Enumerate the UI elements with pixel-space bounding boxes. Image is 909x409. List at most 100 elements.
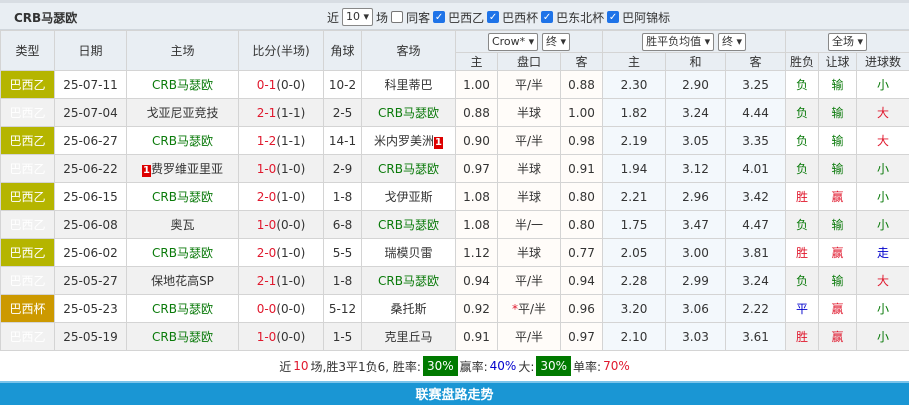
home-team-name[interactable]: CRB马瑟欧 [152,190,213,204]
table-row[interactable]: 巴西乙 25-06-02 CRB马瑟欧 2-0(1-0) 5-5 瑞模贝雷 1.… [1,239,909,267]
score-cell[interactable]: 2-1(1-1) [239,99,324,127]
full-score: 0-0 [257,302,277,316]
league-type[interactable]: 巴西乙 [1,99,55,127]
league-type[interactable]: 巴西乙 [1,183,55,211]
table-row[interactable]: 巴西杯 25-05-23 CRB马瑟欧 0-0(0-0) 5-12 桑托斯 0.… [1,295,909,323]
company-select[interactable]: Crow* ▾ [488,33,538,51]
match-date: 25-06-08 [55,211,127,239]
score-cell[interactable]: 1-2(1-1) [239,127,324,155]
table-row[interactable]: 巴西乙 25-06-27 CRB马瑟欧 1-2(1-1) 14-1 米内罗美洲1… [1,127,909,155]
home-team-name[interactable]: 保地花高SP [151,274,214,288]
league-type[interactable]: 巴西乙 [1,127,55,155]
away-team-name[interactable]: CRB马瑟欧 [378,162,439,176]
table-row[interactable]: 巴西乙 25-05-19 CRB马瑟欧 1-0(0-0) 1-5 克里丘马 0.… [1,323,909,351]
half-score: (1-1) [276,106,305,120]
home-team-name[interactable]: CRB马瑟欧 [152,330,213,344]
hc-line: 平/半 [498,323,561,351]
odds-header: 胜平负均值 ▾ 终 ▾ [603,31,786,53]
away-team-cell: 戈伊亚斯 [362,183,456,211]
handicap-term-select[interactable]: 终 ▾ [542,33,570,51]
ox-away-odds: 3.61 [726,323,786,351]
odds-term-select[interactable]: 终 ▾ [718,33,746,51]
table-row[interactable]: 巴西乙 25-05-27 保地花高SP 2-1(1-0) 1-8 CRB马瑟欧 … [1,267,909,295]
home-team-name[interactable]: 戈亚尼亚竞技 [146,106,218,120]
ox-away-odds: 3.25 [726,71,786,99]
home-team-name[interactable]: CRB马瑟欧 [152,134,213,148]
league-type[interactable]: 巴西乙 [1,323,55,351]
ox-away-odds: 3.35 [726,127,786,155]
score-cell[interactable]: 1-0(0-0) [239,323,324,351]
home-team-name[interactable]: 奥瓦 [170,218,194,232]
ox-draw-odds: 3.24 [666,99,726,127]
league-trend-bar[interactable]: 联赛盘路走势 [0,381,909,405]
league-checkbox-3[interactable]: ✓ [607,11,619,23]
ox-home-odds: 1.94 [603,155,666,183]
filters: 近 10 ▾ 场 同客 ✓巴西乙 ✓巴西杯 ✓巴东北杯 ✓巴阿锦标 [327,8,670,26]
summary-text: 赢率: [460,358,488,375]
score-cell[interactable]: 1-0(0-0) [239,211,324,239]
away-team-cell: CRB马瑟欧 [362,211,456,239]
range-select[interactable]: 全场 ▾ [828,33,867,51]
corner-score: 14-1 [324,127,362,155]
away-team-name[interactable]: CRB马瑟欧 [378,218,439,232]
league-checkbox-2[interactable]: ✓ [541,11,553,23]
ox-home-odds: 1.75 [603,211,666,239]
score-cell[interactable]: 2-0(1-0) [239,239,324,267]
score-cell[interactable]: 2-1(1-0) [239,267,324,295]
home-team-name[interactable]: CRB马瑟欧 [152,302,213,316]
ox-draw-odds: 3.47 [666,211,726,239]
same-venue-checkbox[interactable] [391,11,403,23]
hc-home-odds: 0.97 [456,155,498,183]
ox-home-odds: 2.21 [603,183,666,211]
league-type[interactable]: 巴西乙 [1,211,55,239]
score-cell[interactable]: 0-0(0-0) [239,295,324,323]
away-team-name[interactable]: CRB马瑟欧 [378,106,439,120]
col-ox-away: 客 [726,53,786,71]
league-checkbox-1[interactable]: ✓ [487,11,499,23]
table-row[interactable]: 巴西乙 25-07-11 CRB马瑟欧 0-1(0-0) 10-2 科里蒂巴 1… [1,71,909,99]
league-type[interactable]: 巴西乙 [1,267,55,295]
table-row[interactable]: 巴西乙 25-06-15 CRB马瑟欧 2-0(1-0) 1-8 戈伊亚斯 1.… [1,183,909,211]
col-hc-line: 盘口 [498,53,561,71]
away-team-name[interactable]: CRB马瑟欧 [378,274,439,288]
odds-select[interactable]: 胜平负均值 ▾ [642,33,714,51]
col-result: 胜负 [786,53,819,71]
away-team-name[interactable]: 桑托斯 [390,302,426,316]
away-team-cell: 桑托斯 [362,295,456,323]
home-team-cell: CRB马瑟欧 [127,127,239,155]
home-team-name[interactable]: 费罗维亚里亚 [151,162,223,176]
table-row[interactable]: 巴西乙 25-06-08 奥瓦 1-0(0-0) 6-8 CRB马瑟欧 1.08… [1,211,909,239]
score-cell[interactable]: 2-0(1-0) [239,183,324,211]
handicap-result: 输 [819,155,857,183]
col-type: 类型 [1,31,55,71]
home-team-cell: 保地花高SP [127,267,239,295]
league-checkbox-0[interactable]: ✓ [433,11,445,23]
handicap-result: 输 [819,211,857,239]
recent-count-select[interactable]: 10 ▾ [342,8,373,26]
table-row[interactable]: 巴西乙 25-06-22 1费罗维亚里亚 1-0(1-0) 2-9 CRB马瑟欧… [1,155,909,183]
match-result: 平 [786,295,819,323]
away-team-name[interactable]: 米内罗美洲 [374,134,434,148]
full-score: 2-1 [257,106,277,120]
handicap-result: 赢 [819,183,857,211]
home-team-name[interactable]: CRB马瑟欧 [152,78,213,92]
ox-away-odds: 3.81 [726,239,786,267]
hc-line-value: 半/一 [515,218,543,232]
table-row[interactable]: 巴西乙 25-07-04 戈亚尼亚竞技 2-1(1-1) 2-5 CRB马瑟欧 … [1,99,909,127]
home-team-name[interactable]: CRB马瑟欧 [152,246,213,260]
away-team-name[interactable]: 克里丘马 [384,330,432,344]
away-team-name[interactable]: 戈伊亚斯 [384,190,432,204]
score-cell[interactable]: 0-1(0-0) [239,71,324,99]
league-type[interactable]: 巴西杯 [1,295,55,323]
score-cell[interactable]: 1-0(1-0) [239,155,324,183]
hc-line: *平/半 [498,295,561,323]
away-team-name[interactable]: 科里蒂巴 [384,78,432,92]
league-type[interactable]: 巴西乙 [1,71,55,99]
away-team-name[interactable]: 瑞模贝雷 [384,246,432,260]
away-team-cell: CRB马瑟欧 [362,267,456,295]
league-type[interactable]: 巴西乙 [1,155,55,183]
corner-score: 5-5 [324,239,362,267]
league-type[interactable]: 巴西乙 [1,239,55,267]
home-team-cell: 戈亚尼亚竞技 [127,99,239,127]
match-date: 25-07-04 [55,99,127,127]
